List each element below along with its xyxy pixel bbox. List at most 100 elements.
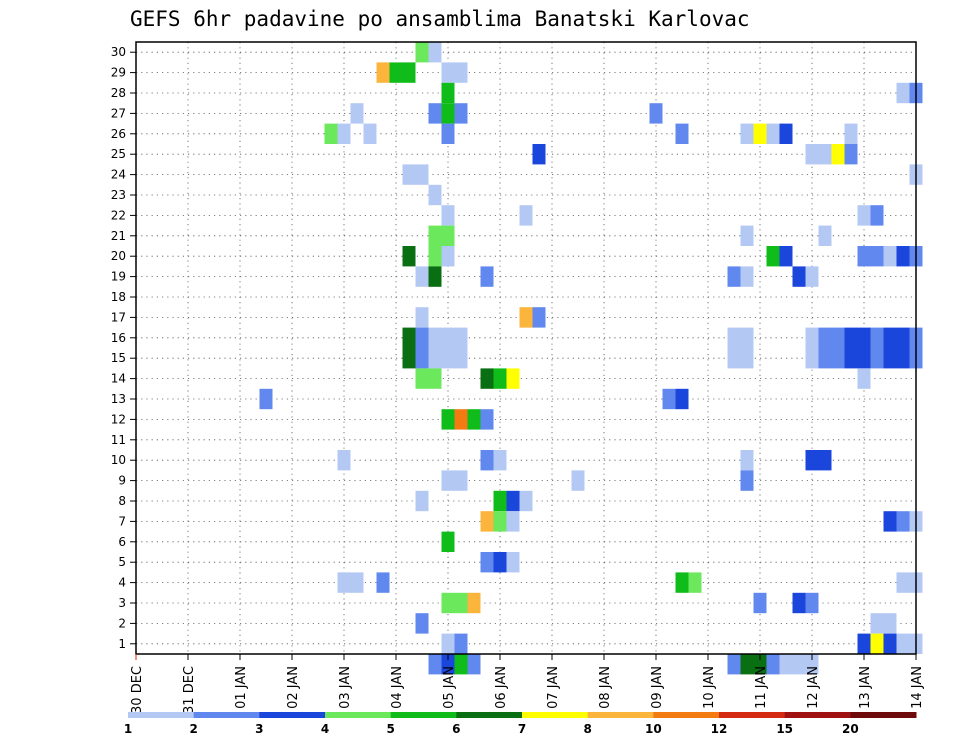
ensemble-cell xyxy=(402,164,416,185)
legend-label: 8 xyxy=(583,722,591,736)
legend-swatch xyxy=(784,712,851,718)
ensemble-cell xyxy=(532,144,546,165)
ensemble-cell xyxy=(727,327,741,348)
ensemble-cell xyxy=(480,511,494,532)
y-tick-label: 4 xyxy=(118,576,126,590)
ensemble-cell xyxy=(441,103,455,124)
ensemble-cell xyxy=(740,348,754,369)
ensemble-cell xyxy=(675,388,689,410)
ensemble-cell xyxy=(766,123,780,144)
ensemble-cell xyxy=(428,348,442,369)
ensemble-cell xyxy=(415,266,429,287)
ensemble-cell xyxy=(324,123,338,144)
x-axis-ticks: 30 DEC 31 DEC 01 JAN 02 JAN 03 JAN 04 JAN 05 J… xyxy=(130,654,925,714)
ensemble-cell xyxy=(870,613,884,634)
x-tick-label: 11 JAN xyxy=(754,666,769,709)
ensemble-cell xyxy=(428,654,442,675)
ensemble-cell xyxy=(805,144,819,165)
x-tick-label: 10 JAN xyxy=(702,666,717,709)
ensemble-cell xyxy=(805,348,819,369)
x-tick-label: 04 JAN xyxy=(390,666,405,709)
ensemble-cell xyxy=(818,225,832,246)
ensemble-cell xyxy=(376,62,390,83)
ensemble-cell xyxy=(493,552,507,573)
ensemble-cell xyxy=(844,327,858,348)
x-tick-label: 09 JAN xyxy=(650,666,665,709)
legend-label: 10 xyxy=(645,722,662,736)
x-tick-label: 02 JAN xyxy=(286,666,301,709)
y-tick-label: 14 xyxy=(111,372,126,386)
ensemble-cell xyxy=(389,62,403,83)
ensemble-cell xyxy=(415,164,429,185)
ensemble-cell xyxy=(454,327,468,348)
y-tick-label: 25 xyxy=(111,147,126,161)
ensemble-cell xyxy=(649,103,663,124)
ensemble-cell xyxy=(896,246,910,267)
ensemble-cell xyxy=(506,490,520,512)
ensemble-cell xyxy=(428,266,442,287)
legend-label: 3 xyxy=(255,722,263,736)
color-legend: 1 2 3 4 5 6 7 8 10 12 15 20 xyxy=(124,712,917,736)
ensemble-cell xyxy=(675,123,689,144)
legend-label: 15 xyxy=(776,722,793,736)
ensemble-cell xyxy=(818,327,832,348)
y-tick-label: 7 xyxy=(118,514,126,528)
legend-swatch xyxy=(259,712,326,718)
ensemble-cell xyxy=(467,592,481,614)
ensemble-cell xyxy=(753,592,767,614)
x-tick-label: 03 JAN xyxy=(338,666,353,709)
ensemble-cell xyxy=(454,62,468,83)
legend-swatch xyxy=(456,712,523,718)
y-tick-label: 27 xyxy=(111,106,126,120)
ensemble-cell xyxy=(831,327,845,348)
ensemble-cell xyxy=(740,327,754,348)
ensemble-cell xyxy=(896,348,910,369)
ensemble-cell xyxy=(870,327,884,348)
ensemble-cell xyxy=(428,225,442,246)
y-tick-label: 9 xyxy=(118,474,126,488)
ensemble-cell xyxy=(844,348,858,369)
ensemble-cell xyxy=(896,327,910,348)
y-tick-label: 16 xyxy=(111,331,126,345)
ensemble-cell xyxy=(402,246,416,267)
ensemble-cell xyxy=(441,62,455,83)
y-tick-label: 17 xyxy=(111,310,126,324)
ensemble-cell xyxy=(350,103,364,124)
legend-label: 1 xyxy=(124,722,132,736)
ensemble-cell xyxy=(727,266,741,287)
ensemble-cell xyxy=(519,490,533,512)
ensemble-cell xyxy=(896,633,910,654)
ensemble-cell xyxy=(415,613,429,634)
ensemble-cell xyxy=(753,654,767,675)
ensemble-cell xyxy=(402,62,416,83)
y-tick-label: 20 xyxy=(111,249,126,263)
ensemble-cell xyxy=(753,123,767,144)
ensemble-cell xyxy=(480,266,494,287)
ensemble-cell xyxy=(454,409,468,430)
ensemble-cell xyxy=(454,103,468,124)
ensemble-cell xyxy=(493,511,507,532)
legend-swatch xyxy=(587,712,654,718)
ensemble-cell xyxy=(415,348,429,369)
x-tick-label: 30 DEC xyxy=(130,666,145,714)
ensemble-cell xyxy=(402,348,416,369)
ensemble-cell xyxy=(805,327,819,348)
legend-swatch xyxy=(325,712,392,718)
ensemble-cell xyxy=(480,409,494,430)
ensemble-cell xyxy=(740,654,754,675)
ensemble-cell xyxy=(402,327,416,348)
ensemble-cell xyxy=(844,144,858,165)
ensemble-cell xyxy=(896,572,910,593)
ensemble-cell xyxy=(779,246,793,267)
legend-label: 2 xyxy=(189,722,197,736)
y-tick-label: 1 xyxy=(118,637,126,651)
ensemble-cell xyxy=(870,633,884,654)
ensemble-cell xyxy=(727,348,741,369)
y-tick-label: 3 xyxy=(118,596,126,610)
y-tick-label: 22 xyxy=(111,208,126,222)
y-tick-label: 11 xyxy=(111,433,126,447)
x-tick-label: 13 JAN xyxy=(858,666,873,709)
legend-swatch xyxy=(193,712,260,718)
ensemble-cell xyxy=(766,246,780,267)
x-tick-label: 14 JAN xyxy=(910,666,925,709)
